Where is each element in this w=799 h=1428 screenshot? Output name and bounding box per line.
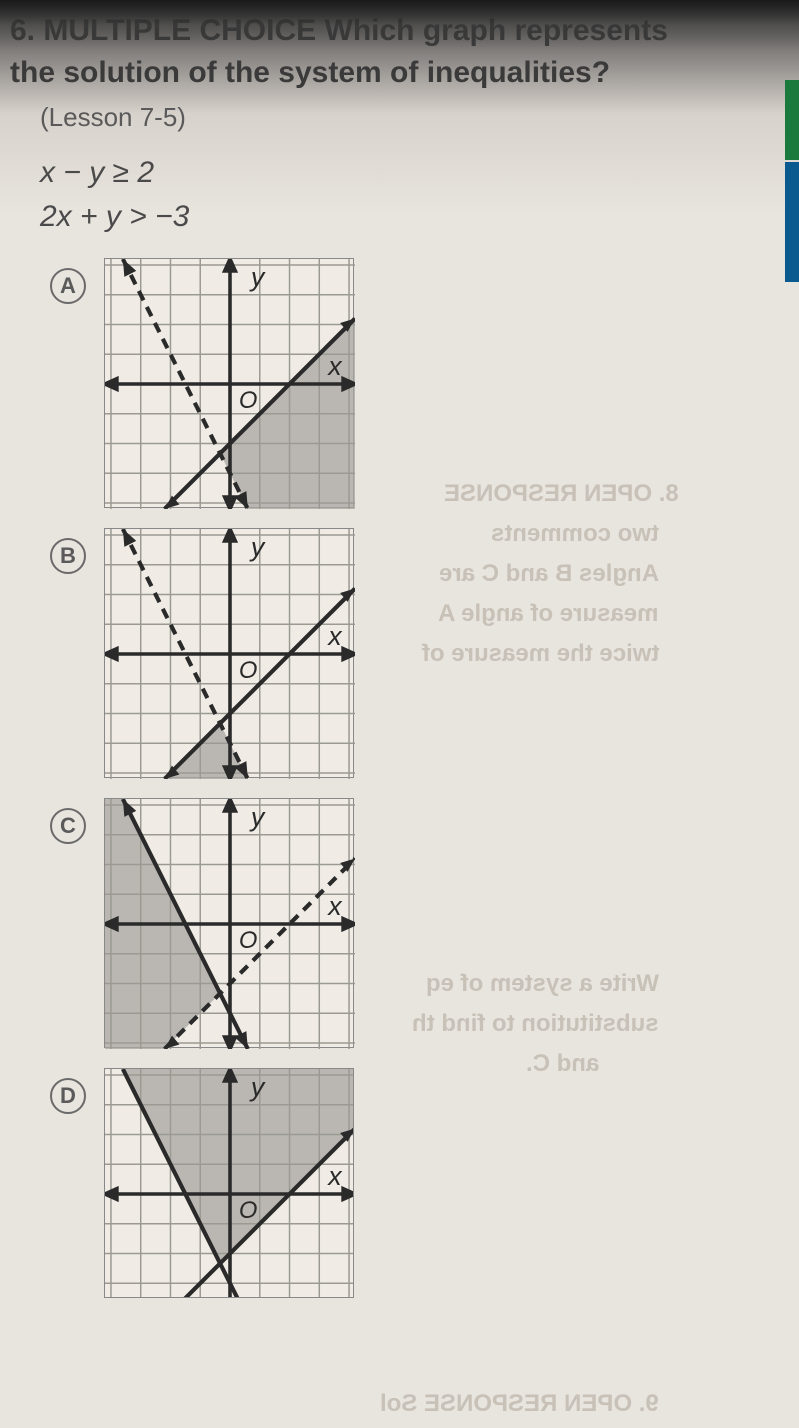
svg-text:O: O bbox=[239, 1197, 258, 1224]
question-number: 6. bbox=[10, 14, 35, 47]
inequality-1: x − y ≥ 2 bbox=[40, 151, 769, 195]
svg-text:O: O bbox=[239, 657, 258, 684]
svg-text:x: x bbox=[326, 1161, 343, 1191]
inequalities-block: x − y ≥ 2 2x + y > −3 bbox=[40, 151, 769, 238]
graph-b: y x O bbox=[104, 528, 354, 778]
svg-text:y: y bbox=[249, 802, 266, 832]
svg-text:x: x bbox=[326, 621, 343, 651]
question-header: 6. MULTIPLE CHOICE Which graph represent… bbox=[10, 10, 769, 94]
page-content: 6. MULTIPLE CHOICE Which graph represent… bbox=[0, 0, 799, 1338]
svg-text:y: y bbox=[249, 532, 266, 562]
page-edge-tabs bbox=[785, 80, 799, 380]
option-d-row[interactable]: D bbox=[50, 1068, 769, 1298]
option-c-row[interactable]: C bbox=[50, 798, 769, 1048]
svg-text:O: O bbox=[239, 927, 258, 954]
bleed-text: 9. OPEN RESPONSE Sol bbox=[380, 1390, 659, 1418]
option-c-label: C bbox=[50, 808, 86, 844]
graph-c: y x O bbox=[104, 798, 354, 1048]
svg-text:x: x bbox=[326, 891, 343, 921]
option-d-label: D bbox=[50, 1078, 86, 1114]
option-b-label: B bbox=[50, 538, 86, 574]
x-axis-label: x bbox=[326, 351, 343, 381]
lesson-reference: (Lesson 7-5) bbox=[40, 102, 769, 133]
graph-d: y x O bbox=[104, 1068, 354, 1298]
svg-text:y: y bbox=[249, 1072, 266, 1102]
inequality-2: 2x + y > −3 bbox=[40, 195, 769, 239]
y-axis-label: y bbox=[249, 262, 266, 292]
option-a-row[interactable]: A bbox=[50, 258, 769, 508]
option-a-label: A bbox=[50, 268, 86, 304]
origin-label: O bbox=[239, 387, 258, 414]
graph-a: y x O bbox=[104, 258, 354, 508]
question-type-label: MULTIPLE CHOICE bbox=[43, 14, 316, 47]
option-b-row[interactable]: B bbox=[50, 528, 769, 778]
